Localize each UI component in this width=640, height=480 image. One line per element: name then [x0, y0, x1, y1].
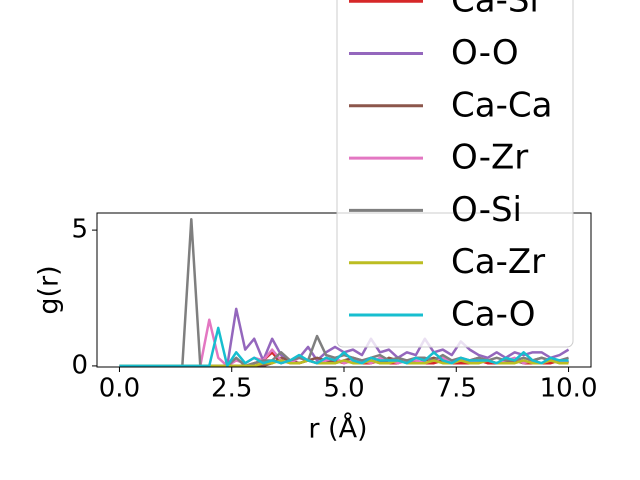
plot-area	[119, 218, 570, 367]
x-tick-label: 10.0	[540, 374, 598, 404]
legend-label: Ca-Si	[451, 0, 539, 21]
legend-label: O-Zr	[451, 138, 528, 178]
series-line	[119, 326, 569, 367]
legend-frame	[336, 0, 574, 348]
x-tick-label: 2.5	[211, 374, 252, 404]
x-tick-label: 7.5	[436, 374, 477, 404]
x-axis-label: r (Å)	[308, 413, 367, 445]
legend-label: Ca-Zr	[451, 242, 545, 282]
series-line	[119, 218, 569, 367]
legend-label: Ca-O	[451, 295, 536, 335]
y-tick-label: 0	[71, 350, 88, 380]
legend-label: O-O	[451, 33, 519, 73]
x-tick-label: 0.0	[99, 374, 140, 404]
y-tick-label: 5	[71, 215, 88, 245]
legend-label: Ca-Ca	[451, 85, 552, 125]
x-tick-label: 5.0	[323, 374, 364, 404]
legend-label: O-Si	[451, 190, 522, 230]
y-axis-label: g(r)	[34, 265, 65, 314]
legend: Ca-Si O-O Ca-Ca O-Zr O-Si Ca-Zr Ca-O	[336, 0, 574, 348]
